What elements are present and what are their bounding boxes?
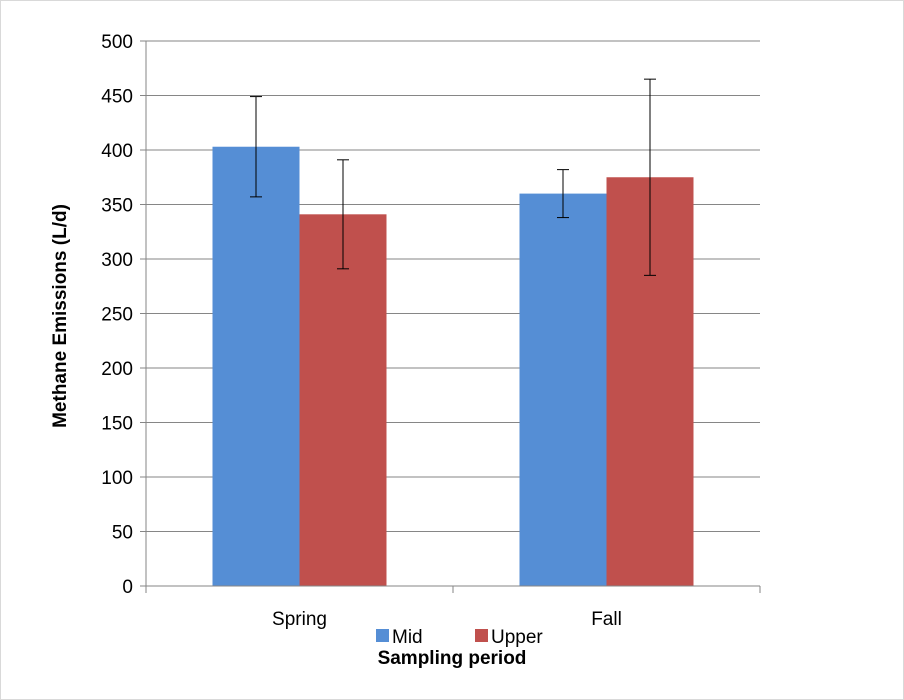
axes [140,40,761,593]
legend-label-mid: Mid [392,627,423,648]
y-tick-label: 100 [101,468,133,489]
bars [212,146,694,587]
y-tick-label: 250 [101,305,133,326]
bar-upper-spring [299,214,387,586]
x-axis-title: Sampling period [378,648,527,669]
y-axis-title: Methane Emissions (L/d) [50,204,71,428]
bar-mid-fall [519,193,607,586]
bar-mid-spring [212,146,300,587]
legend: Mid Upper [376,627,543,648]
y-tick-label: 0 [122,577,133,598]
y-tick-label: 400 [101,141,133,162]
legend-swatch-mid [376,629,389,642]
x-tick-label: Spring [272,609,327,630]
y-tick-label: 300 [101,250,133,271]
tick-labels: 0 50 100 150 200 250 300 350 400 450 500 Spring Fall [101,32,622,630]
y-tick-label: 50 [112,523,133,544]
y-tick-label: 350 [101,196,133,217]
y-tick-label: 450 [101,87,133,108]
legend-label-upper: Upper [491,627,543,648]
error-bars [250,78,656,276]
x-tick-label: Fall [591,609,622,630]
y-tick-label: 500 [101,32,133,53]
y-tick-label: 200 [101,359,133,380]
legend-swatch-upper [475,629,488,642]
y-tick-label: 150 [101,414,133,435]
